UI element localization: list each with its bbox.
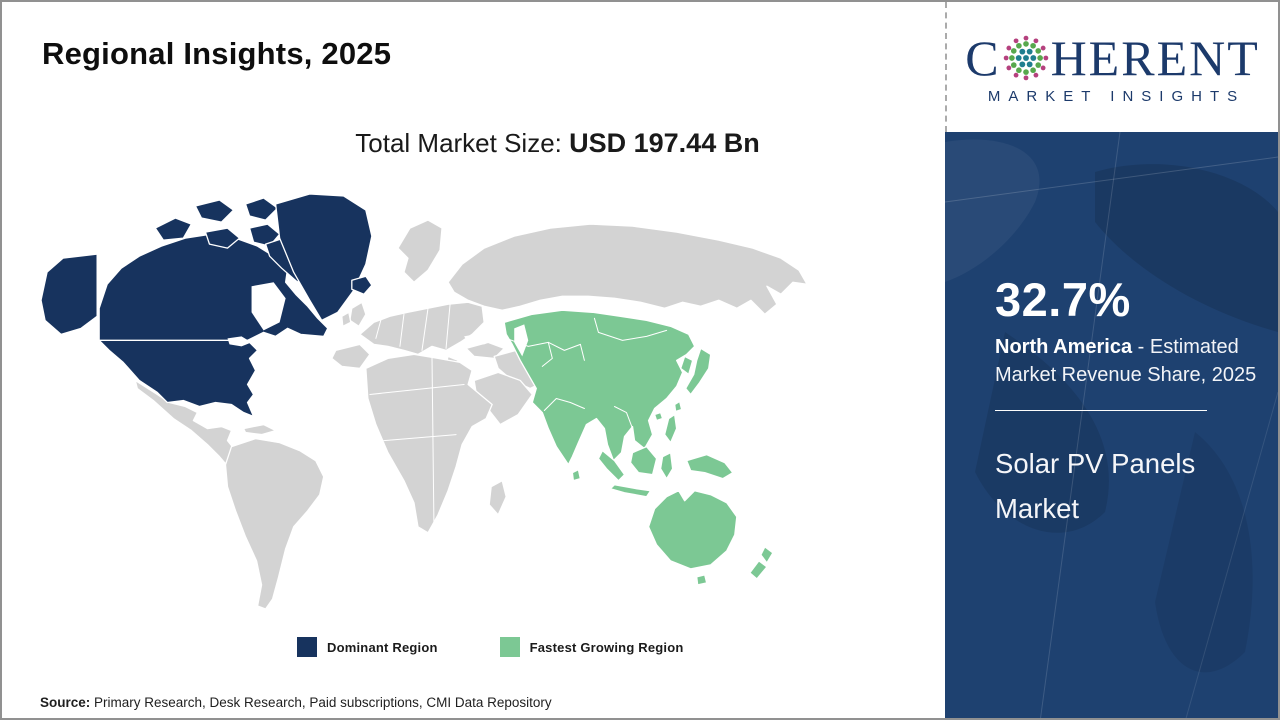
world-map-svg bbox=[40, 193, 808, 610]
region-north-america bbox=[40, 193, 373, 418]
logo-tagline: MARKET INSIGHTS bbox=[987, 88, 1246, 105]
market-share-value: 32.7% bbox=[995, 273, 1131, 326]
logo-word-rest: HERENT bbox=[1050, 30, 1260, 86]
logo-wordmark: C bbox=[965, 33, 1260, 83]
total-market-size-label: Total Market Size: bbox=[355, 128, 570, 158]
page-title: Regional Insights, 2025 bbox=[42, 36, 392, 71]
logo-dotted-o-icon bbox=[1003, 35, 1048, 81]
market-share-description: North America - Estimated Market Revenue… bbox=[995, 333, 1263, 390]
country-border-lines bbox=[369, 303, 668, 534]
panel-content: 32.7% North America - Estimated Market R… bbox=[945, 132, 1278, 531]
water-overlays bbox=[227, 282, 529, 357]
source-note: Source: Primary Research, Desk Research,… bbox=[40, 695, 552, 710]
source-label: Source: bbox=[40, 695, 91, 710]
fastest-growing-region-swatch bbox=[499, 637, 520, 657]
legend-item-fastest-growing: Fastest Growing Region bbox=[499, 637, 684, 657]
panel-map-texture bbox=[945, 132, 1278, 718]
panel-divider bbox=[995, 409, 1207, 411]
market-share-rest: - Estimated Market Revenue Share, 2025 bbox=[995, 336, 1257, 387]
logo-letter-c: C bbox=[965, 30, 1001, 86]
dominant-region-swatch bbox=[297, 637, 317, 657]
source-text: Primary Research, Desk Research, Paid su… bbox=[90, 695, 552, 710]
right-sidebar: C bbox=[945, 2, 1278, 718]
total-market-size-value: USD 197.44 Bn bbox=[569, 128, 760, 158]
map-legend: Dominant Region Fastest Growing Region bbox=[297, 637, 684, 657]
market-share-region: North America bbox=[995, 336, 1133, 358]
world-map bbox=[35, 188, 817, 616]
market-name: Solar PV Panels Market bbox=[995, 447, 1196, 524]
brand-logo: C bbox=[945, 2, 1278, 132]
total-market-size: Total Market Size: USD 197.44 Bn bbox=[2, 128, 945, 159]
fastest-growing-region-label: Fastest Growing Region bbox=[529, 639, 684, 655]
legend-item-dominant: Dominant Region bbox=[297, 637, 438, 657]
dominant-region-label: Dominant Region bbox=[327, 639, 438, 655]
main-content: Regional Insights, 2025 Total Market Siz… bbox=[2, 2, 945, 718]
highlight-panel: 32.7% North America - Estimated Market R… bbox=[945, 132, 1278, 718]
region-asia-pacific bbox=[503, 309, 774, 586]
